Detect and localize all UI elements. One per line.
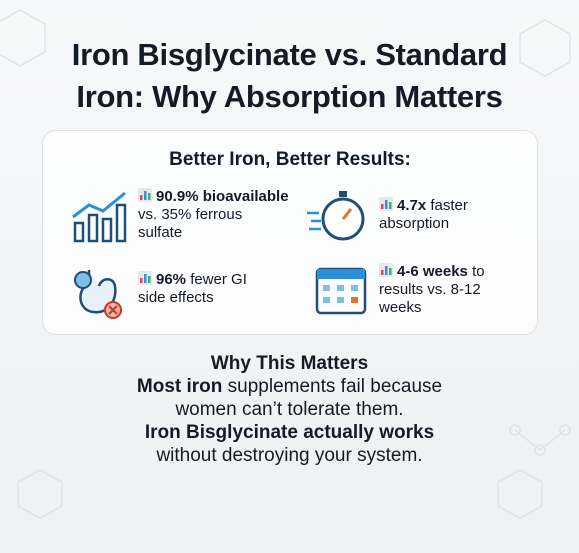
why-heading: Why This Matters [210, 353, 369, 374]
stat-highlight: 4-6 weeks [397, 263, 468, 280]
card-heading: Better Iron, Better Results: [169, 149, 411, 170]
stat-highlight: 4.7x [397, 197, 427, 214]
stopwatch-icon [307, 191, 365, 241]
stat: 4.7x faster absorption [379, 197, 519, 233]
chart-emoji [379, 263, 393, 277]
stat: 4-6 weeks to results vs. 8-12 weeks [379, 263, 511, 317]
why-text: supplements fail because women can’t tol… [175, 376, 443, 420]
why-section: Why This Matters Most iron supplements f… [100, 352, 479, 467]
stats-card: Better Iron, Better Results: 90.9% bioav… [42, 130, 538, 335]
calendar-icon [315, 267, 367, 315]
stomach-icon [74, 270, 122, 319]
stat-text: faster absorption [379, 197, 468, 232]
stat: 96% fewer GI side effects [138, 271, 278, 307]
growth-icon [72, 191, 127, 243]
stat-text: fewer GI side effects [138, 271, 247, 306]
stat-text: to results vs. 8-12 weeks [379, 263, 485, 316]
chart-emoji [379, 197, 393, 211]
why-text: without destroying your system. [156, 445, 423, 466]
why-highlight: Iron Bisglycinate actually works [144, 422, 435, 443]
stat: 90.9% bioavailable vs. 35% ferrous sulfa… [138, 188, 290, 242]
chart-emoji [138, 271, 152, 285]
stat-text: vs. 35% ferrous sulfate [138, 206, 243, 241]
why-highlight: Most iron [136, 376, 223, 397]
why-paragraph: Iron Bisglycinate actually works without… [125, 421, 455, 467]
stat-highlight: 90.9% bioavailable [156, 188, 289, 205]
chart-emoji [138, 188, 152, 202]
title: Iron Bisglycinate vs. Standard Iron: Why… [71, 37, 508, 114]
why-paragraph: Most iron supplements fail because women… [117, 375, 462, 421]
stat-highlight: 96% [156, 271, 187, 288]
